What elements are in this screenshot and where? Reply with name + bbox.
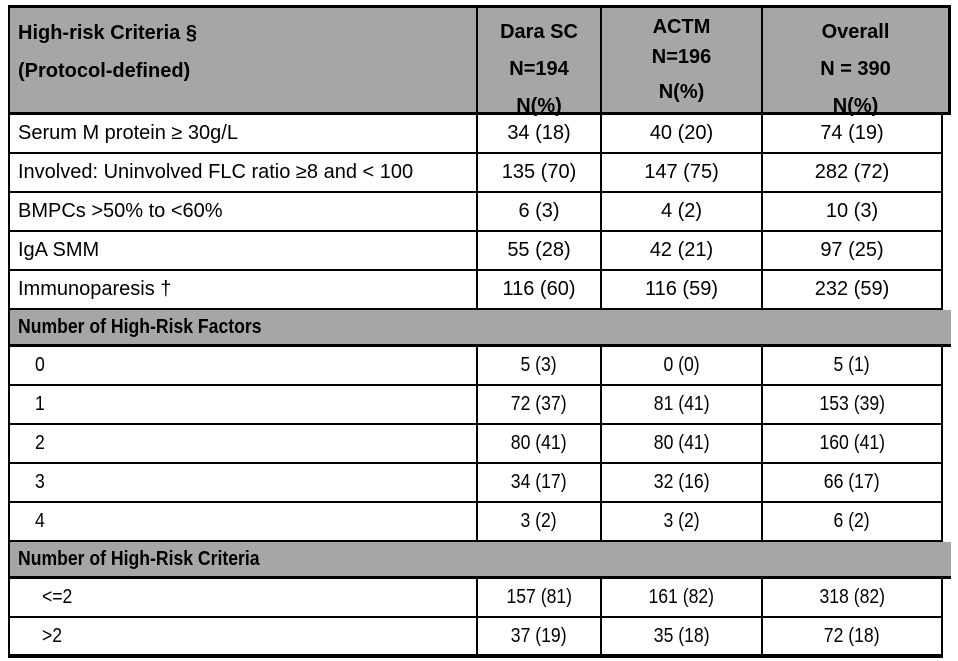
row-label: 1 <box>35 393 45 415</box>
cell-dara-sc: 157 (81) <box>476 579 600 616</box>
cell-dara-sc: 34 (18) <box>476 115 600 152</box>
cell-dara-sc: 116 (60) <box>476 271 600 308</box>
table-row-criteria-gt2: >2 37 (19) 35 (18) 72 (18) <box>8 618 943 658</box>
row-label: BMPCs >50% to <60% <box>18 200 223 222</box>
row-label: 4 <box>35 510 45 532</box>
header-actm-name: ACTM <box>652 16 711 38</box>
header-criteria-cell: High-risk Criteria § (Protocol-defined) <box>10 8 476 112</box>
table-row-factors-1: 1 72 (37) 81 (41) 153 (39) <box>8 386 943 425</box>
row-label: Involved: Uninvolved FLC ratio ≥8 and < … <box>18 161 414 183</box>
cell-actm: 0 (0) <box>600 347 761 384</box>
row-label: Immunoparesis † <box>18 278 172 300</box>
cell-actm: 42 (21) <box>600 232 761 269</box>
cell-dara-sc: 3 (2) <box>476 503 600 540</box>
cell-actm: 3 (2) <box>600 503 761 540</box>
cell-actm: 80 (41) <box>600 425 761 462</box>
header-col-actm: ACTM N=196 N(%) <box>600 8 761 112</box>
table-header-row: High-risk Criteria § (Protocol-defined) … <box>8 5 951 117</box>
table-row-iga-smm: IgA SMM 55 (28) 42 (21) 97 (25) <box>8 232 943 271</box>
cell-actm: 116 (59) <box>600 271 761 308</box>
row-label: >2 <box>42 624 63 647</box>
table-row-factors-3: 3 34 (17) 32 (16) 66 (17) <box>8 464 943 503</box>
table-row-factors-2: 2 80 (41) 80 (41) 160 (41) <box>8 425 943 464</box>
section-header-high-risk-criteria: Number of High-Risk Criteria <box>8 542 951 579</box>
row-label: 0 <box>35 354 45 376</box>
cell-dara-sc: 72 (37) <box>476 386 600 423</box>
table-row-serum-m-protein: Serum M protein ≥ 30g/L 34 (18) 40 (20) … <box>8 115 943 154</box>
cell-overall: 10 (3) <box>761 193 941 230</box>
header-col-dara-sc: Dara SC N=194 N(%) <box>476 8 600 117</box>
high-risk-criteria-table: High-risk Criteria § (Protocol-defined) … <box>8 5 951 658</box>
header-dara-sc-n: N=194 <box>509 58 569 80</box>
cell-actm: 81 (41) <box>600 386 761 423</box>
header-actm-n: N=196 <box>651 46 712 68</box>
header-overall-n: N = 390 <box>820 58 891 80</box>
header-overall-unit: N(%) <box>832 95 879 117</box>
cell-overall: 318 (82) <box>761 579 941 616</box>
row-label: <=2 <box>42 586 73 608</box>
cell-overall: 282 (72) <box>761 154 941 191</box>
cell-actm: 147 (75) <box>600 154 761 191</box>
cell-dara-sc: 37 (19) <box>476 618 600 654</box>
section-header-high-risk-factors: Number of High-Risk Factors <box>8 310 951 347</box>
cell-actm: 4 (2) <box>600 193 761 230</box>
cell-dara-sc: 34 (17) <box>476 464 600 501</box>
cell-overall: 153 (39) <box>761 386 941 423</box>
cell-overall: 72 (18) <box>761 618 941 654</box>
row-label: 3 <box>35 471 45 493</box>
cell-overall: 6 (2) <box>761 503 941 540</box>
header-criteria-line2: (Protocol-defined) <box>18 60 191 82</box>
cell-actm: 32 (16) <box>600 464 761 501</box>
cell-actm: 35 (18) <box>600 618 761 654</box>
cell-overall: 5 (1) <box>761 347 941 384</box>
cell-overall: 66 (17) <box>761 464 941 501</box>
cell-dara-sc: 5 (3) <box>476 347 600 384</box>
header-dara-sc-name: Dara SC <box>500 21 578 43</box>
cell-overall: 160 (41) <box>761 425 941 462</box>
cell-overall: 232 (59) <box>761 271 941 308</box>
cell-dara-sc: 80 (41) <box>476 425 600 462</box>
table-row-criteria-le2: <=2 157 (81) 161 (82) 318 (82) <box>8 579 943 618</box>
table-row-factors-4: 4 3 (2) 3 (2) 6 (2) <box>8 503 943 542</box>
row-label: Serum M protein ≥ 30g/L <box>18 122 238 144</box>
header-criteria-line1: High-risk Criteria § <box>18 22 197 44</box>
header-overall-name: Overall <box>821 21 890 43</box>
cell-overall: 74 (19) <box>761 115 941 152</box>
row-label: 2 <box>35 432 45 454</box>
header-col-overall: Overall N = 390 N(%) <box>761 8 948 117</box>
header-dara-sc-unit: N(%) <box>516 95 562 117</box>
header-actm-unit: N(%) <box>658 81 705 103</box>
cell-overall: 97 (25) <box>761 232 941 269</box>
table-row-factors-0: 0 5 (3) 0 (0) 5 (1) <box>8 347 943 386</box>
cell-actm: 40 (20) <box>600 115 761 152</box>
table-row-immunoparesis: Immunoparesis † 116 (60) 116 (59) 232 (5… <box>8 271 943 310</box>
row-label: IgA SMM <box>18 239 100 261</box>
table-row-bmpcs: BMPCs >50% to <60% 6 (3) 4 (2) 10 (3) <box>8 193 943 232</box>
table-row-flc-ratio: Involved: Uninvolved FLC ratio ≥8 and < … <box>8 154 943 193</box>
cell-dara-sc: 135 (70) <box>476 154 600 191</box>
cell-dara-sc: 6 (3) <box>476 193 600 230</box>
cell-actm: 161 (82) <box>600 579 761 616</box>
cell-dara-sc: 55 (28) <box>476 232 600 269</box>
